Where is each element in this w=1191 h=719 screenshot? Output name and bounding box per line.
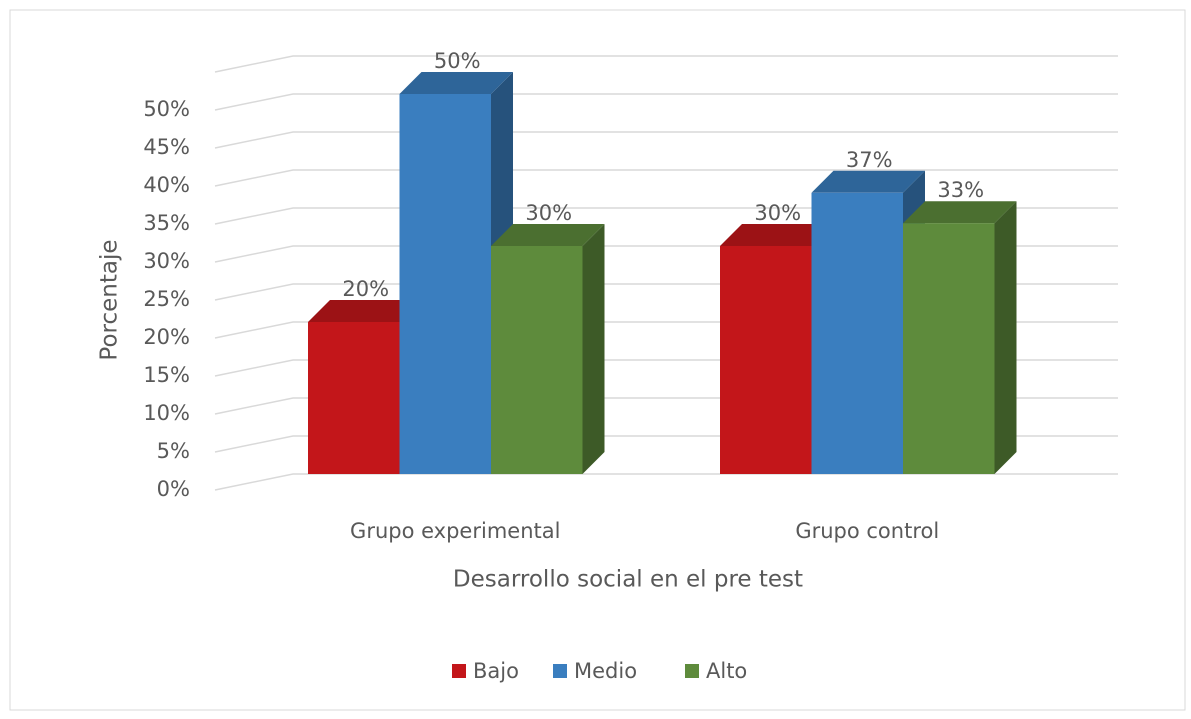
y-axis-title: Porcentaje [97,239,123,360]
bar [399,94,491,474]
data-label: 33% [937,178,984,202]
data-label: 50% [434,49,481,73]
grid-line [214,93,1118,111]
x-tick-label: Grupo control [795,519,939,543]
bar [720,246,812,474]
y-tick-label: 10% [143,401,190,425]
y-tick-label: 40% [143,173,190,197]
bar [811,192,903,475]
bar-side [994,201,1017,474]
data-label: 30% [525,201,572,225]
bar-top [720,224,834,246]
bar-top [308,300,422,322]
grid-line [214,131,1118,149]
x-tick-label: Grupo experimental [350,519,560,543]
plot-frame [214,55,1118,73]
y-tick-label: 0% [157,477,190,501]
y-tick-label: 15% [143,363,190,387]
legend-swatch [452,664,466,678]
data-label: 20% [342,277,389,301]
bar [308,322,400,474]
y-tick-label: 50% [143,97,190,121]
bar-side [582,224,605,474]
bar-top [811,170,925,193]
legend-label: Alto [706,659,747,683]
legend-swatch [553,664,567,678]
y-tick-label: 5% [157,439,190,463]
y-tick-label: 30% [143,249,190,273]
data-label: 37% [846,148,893,172]
y-tick-label: 25% [143,287,190,311]
bar-top [399,72,513,94]
bar [903,223,995,474]
y-tick-label: 20% [143,325,190,349]
legend-swatch [685,664,699,678]
legend-label: Medio [574,659,637,683]
y-tick-label: 35% [143,211,190,235]
data-label: 30% [754,201,801,225]
bar-top [491,224,605,246]
grid-line [214,169,1118,187]
x-axis-title: Desarrollo social en el pre test [453,567,803,593]
y-tick-label: 45% [143,135,190,159]
bar-top [903,201,1017,224]
bar [491,246,583,474]
legend-label: Bajo [473,659,519,683]
